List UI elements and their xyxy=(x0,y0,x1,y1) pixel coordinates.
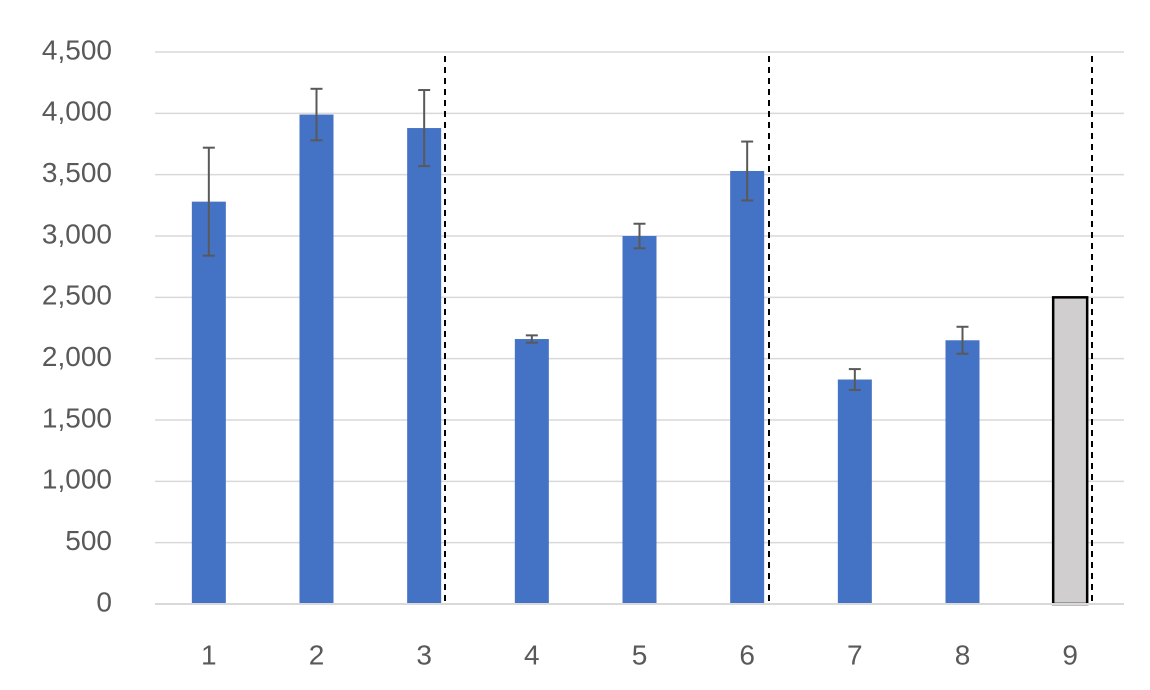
bar xyxy=(945,340,980,604)
x-tick-label: 2 xyxy=(309,639,325,670)
x-tick-label: 7 xyxy=(847,639,863,670)
y-tick-label: 4,500 xyxy=(42,34,112,65)
y-tick-label: 500 xyxy=(65,525,112,556)
x-tick-label: 8 xyxy=(955,639,971,670)
y-tick-label: 4,000 xyxy=(42,96,112,127)
x-tick-label: 1 xyxy=(201,639,217,670)
bar xyxy=(407,128,442,604)
bar xyxy=(191,201,226,605)
x-tick-label: 5 xyxy=(632,639,648,670)
x-tick-label: 6 xyxy=(739,639,755,670)
bar xyxy=(622,236,657,604)
y-tick-label: 2,000 xyxy=(42,341,112,372)
y-tick-label: 1,500 xyxy=(42,402,112,433)
y-tick-label: 2,500 xyxy=(42,280,112,311)
y-tick-label: 3,000 xyxy=(42,218,112,249)
y-tick-label: 1,000 xyxy=(42,464,112,495)
bar xyxy=(837,379,872,604)
y-tick-label: 0 xyxy=(96,586,112,617)
x-tick-label: 4 xyxy=(524,639,540,670)
x-tick-label: 9 xyxy=(1062,639,1078,670)
y-tick-label: 3,500 xyxy=(42,157,112,188)
x-tick-label: 3 xyxy=(416,639,432,670)
bar xyxy=(514,339,549,604)
bar xyxy=(730,170,765,604)
bar xyxy=(299,114,334,604)
bar xyxy=(1051,296,1089,606)
